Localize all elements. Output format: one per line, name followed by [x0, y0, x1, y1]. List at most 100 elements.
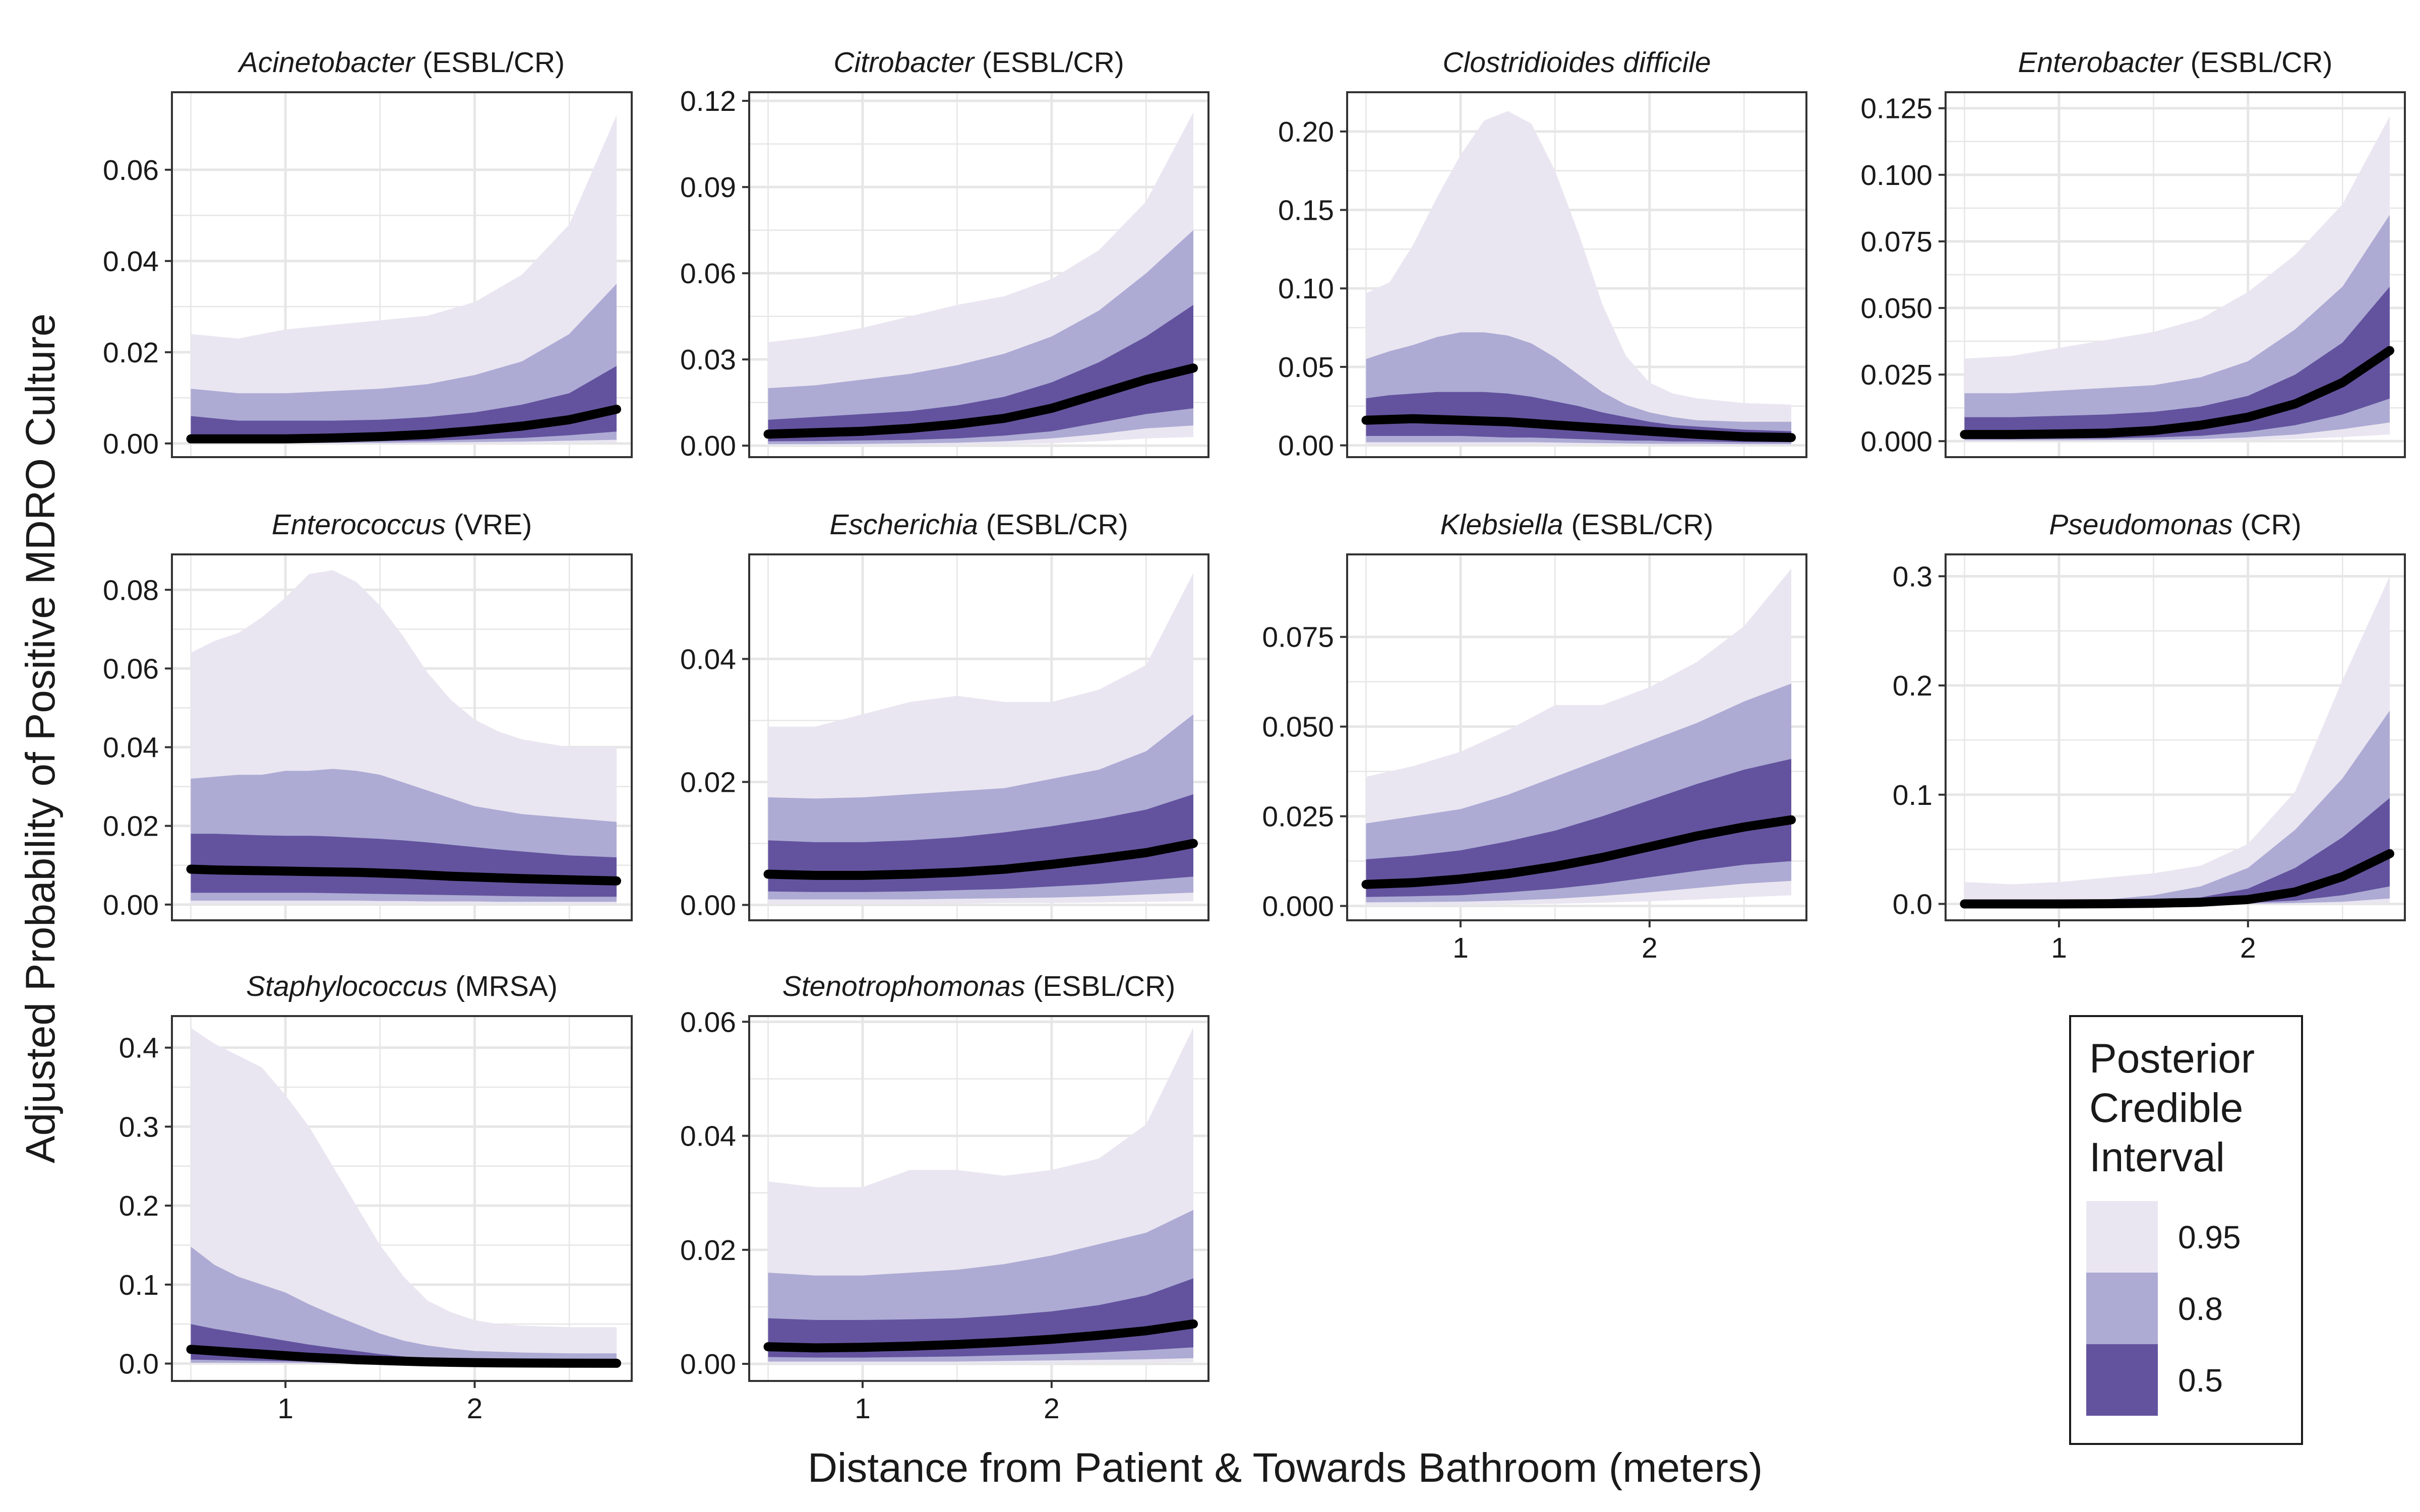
y-tick-label: 0.3 [119, 1111, 159, 1143]
panel-title: Enterobacter (ESBL/CR) [2018, 46, 2332, 79]
panel-stenotrophomonas: 0.00 0.02 0.04 0.06 1 2 Stenotrophomonas (ESBL… [680, 970, 1209, 1425]
panel-title-genus: Pseudomonas [2049, 509, 2232, 541]
x-axis-title: Distance from Patient & Towards Bathroom… [808, 1445, 1763, 1491]
band-95 [191, 115, 617, 444]
panel-title-resistance: (ESBL/CR) [974, 46, 1124, 79]
legend-swatch-50 [2086, 1344, 2158, 1416]
legend-label-95: 0.95 [2178, 1219, 2241, 1255]
median-line [1960, 346, 2394, 439]
panel-citrobacter: 0.00 0.03 0.06 0.09 0.12 Citrobacter (ESBL/CR… [680, 46, 1209, 462]
panel-enterococcus: 0.00 0.02 0.04 0.06 0.08 Enterococcus (VRE) [103, 509, 633, 921]
legend-swatch-95 [2086, 1201, 2158, 1273]
panel-title-genus: Stenotrophomonas [782, 970, 1025, 1002]
panel-border [1945, 553, 2406, 921]
band-80 [1964, 710, 2390, 904]
y-tick-label: 0.025 [1262, 801, 1334, 833]
legend-title-line-1: Posterior [2089, 1036, 2255, 1082]
panel-title-resistance: (ESBL/CR) [1025, 970, 1175, 1002]
y-tick-label: 0.00 [680, 1348, 736, 1380]
median-line [186, 405, 621, 444]
panel-title-genus: Staphylococcus [246, 970, 447, 1002]
panel-title: Clostridioides difficile [1442, 46, 1711, 79]
panel-border [1945, 91, 2406, 458]
x-tick-label: 1 [855, 1393, 871, 1425]
y-tick-label: 0.04 [103, 732, 159, 764]
panel-border [1346, 91, 1807, 458]
panel-title: Acinetobacter (ESBL/CR) [237, 46, 565, 79]
y-tick-label: 0.06 [103, 154, 159, 186]
y-tick-label: 0.00 [103, 889, 159, 921]
legend-swatch-80 [2086, 1273, 2158, 1344]
panel-title-resistance: (ESBL/CR) [2183, 46, 2333, 79]
y-tick-label: 0.06 [103, 653, 159, 685]
panel-title-genus: Enterobacter [2018, 46, 2183, 79]
band-50 [1964, 798, 2390, 904]
x-tick-label: 1 [1453, 932, 1469, 964]
y-tick-label: 0.02 [103, 337, 159, 369]
y-tick-label: 0.00 [680, 430, 736, 462]
y-tick-label: 0.000 [1860, 425, 1932, 458]
band-50 [768, 304, 1193, 442]
y-tick-label: 0.050 [1262, 711, 1334, 743]
median-line [763, 1319, 1198, 1353]
y-tick-label: 0.10 [1278, 273, 1334, 305]
panel-title-resistance: (ESBL/CR) [414, 46, 565, 79]
median-line [186, 864, 621, 886]
y-tick-label: 0.00 [1278, 430, 1334, 462]
panel-escherichia: 0.00 0.02 0.04 Escherichia (ESBL/CR) [680, 509, 1209, 921]
median-line [763, 363, 1198, 439]
band-80 [191, 284, 617, 443]
panel-staphylococcus: 0.0 0.1 0.2 0.3 0.4 1 2 Staphylococcus (MRSA) [119, 970, 633, 1425]
y-tick-label: 0.2 [119, 1190, 159, 1222]
y-tick-label: 0.050 [1860, 292, 1932, 325]
y-tick-label: 0.1 [119, 1269, 159, 1301]
y-tick-label: 0.04 [680, 1120, 736, 1153]
median-line [186, 1345, 621, 1368]
panel-title-resistance: (CR) [2233, 509, 2302, 541]
x-tick-label: 2 [1044, 1393, 1060, 1425]
band-50 [1366, 759, 1791, 897]
legend-title-line-2: Credible [2089, 1085, 2243, 1131]
y-tick-label: 0.075 [1860, 226, 1932, 258]
panel-border [748, 553, 1209, 921]
x-tick-label: 1 [2051, 932, 2067, 964]
y-axis-title: Adjusted Probability of Positive MDRO Cu… [18, 313, 64, 1163]
y-tick-label: 0.4 [119, 1032, 159, 1064]
panel-border [1346, 553, 1807, 921]
y-tick-label: 0.15 [1278, 195, 1334, 227]
panel-title-resistance: (VRE) [446, 509, 532, 541]
y-tick-label: 0.00 [680, 889, 736, 921]
x-tick-label: 2 [467, 1393, 483, 1425]
y-tick-label: 0.00 [103, 428, 159, 460]
median-line [1361, 815, 1796, 889]
y-tick-label: 0.000 [1262, 891, 1334, 923]
panel-border [748, 1015, 1209, 1382]
panel-title-genus: Acinetobacter [237, 46, 416, 79]
panel-title: Pseudomonas (CR) [2049, 509, 2302, 541]
panel-pseudomonas: 0.0 0.1 0.2 0.3 1 2 Pseudomonas (CR) [1893, 509, 2406, 964]
band-50 [768, 794, 1193, 892]
band-95 [1964, 576, 2390, 904]
panel-title-resistance: (ESBL/CR) [978, 509, 1128, 541]
panel-title-genus: Enterococcus [272, 509, 446, 541]
panel-border [748, 91, 1209, 458]
y-tick-label: 0.02 [103, 810, 159, 843]
panel-title-genus: Citrobacter [833, 46, 975, 79]
median-line [1361, 414, 1796, 443]
y-tick-label: 0.0 [119, 1348, 159, 1380]
panel-title-genus: Clostridioides difficile [1442, 46, 1711, 79]
legend-label-80: 0.8 [2178, 1291, 2223, 1327]
legend: Posterior Credible Interval 0.95 0.8 0.5 [2069, 1015, 2303, 1445]
panel-title: Enterococcus (VRE) [272, 509, 532, 541]
y-tick-label: 0.08 [103, 574, 159, 606]
y-tick-label: 0.04 [103, 245, 159, 278]
y-tick-label: 0.0 [1893, 888, 1932, 920]
y-tick-label: 0.3 [1893, 560, 1932, 593]
panel-acinetobacter: 0.00 0.02 0.04 0.06 Acinetobacter (ESBL/CR) [103, 46, 633, 460]
band-80 [191, 1246, 617, 1364]
panel-title: Escherichia (ESBL/CR) [829, 509, 1128, 541]
panel-title: Klebsiella (ESBL/CR) [1440, 509, 1714, 541]
panel-title: Citrobacter (ESBL/CR) [833, 46, 1124, 79]
panel-title-resistance: (ESBL/CR) [1563, 509, 1714, 541]
y-tick-label: 0.05 [1278, 351, 1334, 384]
